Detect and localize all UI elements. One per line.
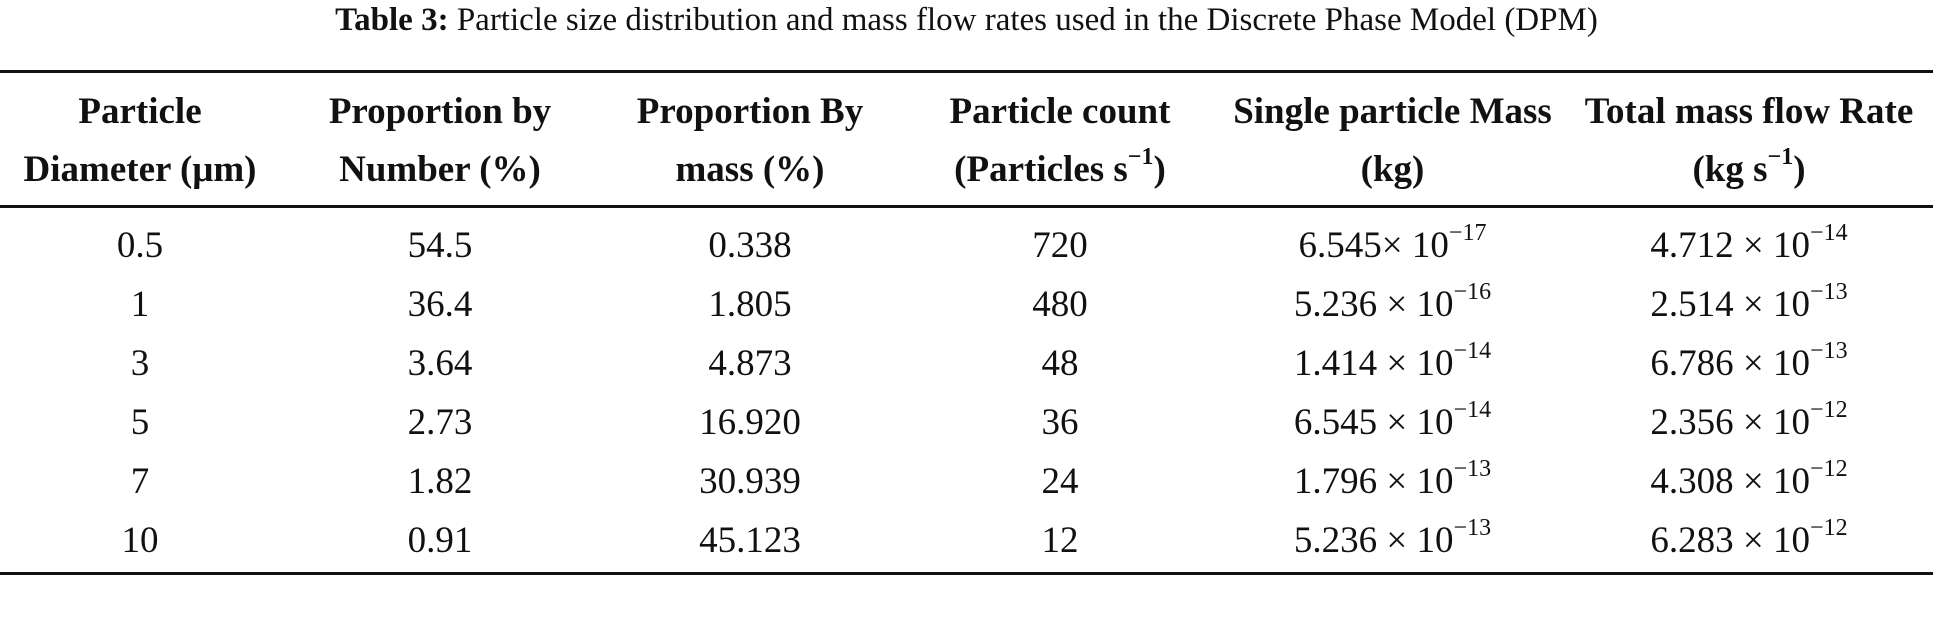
table-row: 7 1.82 30.939 24 1.796 × 10−13 4.308 × 10−12	[0, 452, 1933, 511]
diameter-cell: 5	[130, 402, 150, 443]
exponent: −13	[1810, 278, 1848, 305]
exponent: −16	[1453, 278, 1492, 305]
particle-count-cell: 36	[1041, 402, 1079, 443]
mantissa: 5.236 × 10	[1293, 520, 1454, 561]
mantissa: 5.236 × 10	[1293, 284, 1454, 325]
proportion-number-cell: 1.82	[407, 461, 473, 502]
proportion-mass-cell: 4.873	[708, 343, 792, 384]
total-flow-cell: 2.356 × 10−12	[1565, 393, 1933, 452]
table-body: 0.5 54.5 0.338 720 6.545× 10−17 4.712 × 10−14…	[0, 207, 1933, 574]
single-mass-cell: 1.796 × 10−13	[1220, 452, 1565, 511]
diameter-cell: 3	[130, 343, 150, 384]
mantissa: 4.712 × 10	[1650, 225, 1811, 266]
diameter-cell: 10	[121, 520, 159, 561]
table-row: 3 3.64 4.873 48 1.414 × 10−14 6.786 × 10−13	[0, 334, 1933, 393]
particle-count-cell: 48	[1041, 343, 1079, 384]
particle-count-cell: 720	[1032, 225, 1088, 266]
caption-label: Table 3:	[335, 2, 449, 38]
table-row: 5 2.73 16.920 36 6.545 × 10−14 2.356 × 10−12	[0, 393, 1933, 452]
exponent: −14	[1453, 396, 1492, 423]
column-header: Particle count (Particles s−1)	[900, 72, 1220, 207]
header-text: Proportion by Number (%)	[328, 91, 552, 190]
table-caption: Table 3: Particle size distribution and …	[0, 0, 1933, 40]
mantissa: 2.356 × 10	[1650, 402, 1811, 443]
particle-count-cell: 480	[1032, 284, 1088, 325]
single-mass-cell: 1.414 × 10−14	[1220, 334, 1565, 393]
column-header: Particle Diameter (μm)	[0, 72, 280, 207]
exponent: −14	[1810, 219, 1848, 246]
single-mass-cell: 5.236 × 10−13	[1220, 511, 1565, 574]
proportion-mass-cell: 1.805	[708, 284, 792, 325]
header-text: Particle count (Particles s	[949, 91, 1171, 190]
proportion-number-cell: 0.91	[407, 520, 473, 561]
exponent: −14	[1453, 337, 1492, 364]
total-flow-cell: 6.786 × 10−13	[1565, 334, 1933, 393]
total-flow-cell: 4.308 × 10−12	[1565, 452, 1933, 511]
mantissa: 6.545× 10	[1298, 225, 1449, 266]
proportion-number-cell: 54.5	[407, 225, 473, 266]
particle-count-cell: 12	[1041, 520, 1079, 561]
column-header: Proportion by Number (%)	[280, 72, 600, 207]
diameter-cell: 7	[130, 461, 150, 502]
proportion-mass-cell: 45.123	[699, 520, 801, 561]
header-text: Particle Diameter (μm)	[23, 91, 257, 190]
exponent: −12	[1810, 514, 1848, 541]
table-row: 0.5 54.5 0.338 720 6.545× 10−17 4.712 × 10−14	[0, 207, 1933, 276]
exponent: −13	[1453, 514, 1492, 541]
header-text-end: )	[1153, 149, 1166, 190]
total-flow-cell: 4.712 × 10−14	[1565, 207, 1933, 276]
mantissa: 6.786 × 10	[1650, 343, 1811, 384]
total-flow-cell: 2.514 × 10−13	[1565, 275, 1933, 334]
column-header: Single particle Mass (kg)	[1220, 72, 1565, 207]
proportion-mass-cell: 30.939	[699, 461, 801, 502]
exponent: −13	[1453, 455, 1492, 482]
single-mass-cell: 5.236 × 10−16	[1220, 275, 1565, 334]
total-flow-cell: 6.283 × 10−12	[1565, 511, 1933, 574]
caption-text: Particle size distribution and mass flow…	[456, 2, 1598, 38]
mantissa: 2.514 × 10	[1650, 284, 1811, 325]
table-row: 10 0.91 45.123 12 5.236 × 10−13 6.283 × 10−12	[0, 511, 1933, 574]
header-superscript: −1	[1767, 143, 1794, 170]
header-text: Total mass flow Rate (kg s	[1584, 91, 1914, 190]
exponent: −12	[1810, 455, 1848, 482]
header-superscript: −1	[1127, 143, 1154, 170]
exponent: −13	[1810, 337, 1848, 364]
particle-distribution-table: Particle Diameter (μm) Proportion by Numb…	[0, 70, 1933, 575]
mantissa: 4.308 × 10	[1650, 461, 1811, 502]
mantissa: 1.414 × 10	[1293, 343, 1454, 384]
column-header: Total mass flow Rate (kg s−1)	[1565, 72, 1933, 207]
diameter-cell: 1	[130, 284, 150, 325]
mantissa: 6.283 × 10	[1650, 520, 1811, 561]
mantissa: 6.545 × 10	[1293, 402, 1454, 443]
header-text: Proportion By mass (%)	[636, 91, 864, 190]
single-mass-cell: 6.545 × 10−14	[1220, 393, 1565, 452]
header-text-end: )	[1793, 149, 1806, 190]
table-row: 1 36.4 1.805 480 5.236 × 10−16 2.514 × 10−13	[0, 275, 1933, 334]
proportion-number-cell: 2.73	[407, 402, 473, 443]
proportion-mass-cell: 0.338	[708, 225, 792, 266]
proportion-number-cell: 3.64	[407, 343, 473, 384]
diameter-cell: 0.5	[116, 225, 164, 266]
exponent: −12	[1810, 396, 1848, 423]
exponent: −17	[1448, 219, 1487, 246]
proportion-mass-cell: 16.920	[699, 402, 801, 443]
mantissa: 1.796 × 10	[1293, 461, 1454, 502]
header-row: Particle Diameter (μm) Proportion by Numb…	[0, 71, 1933, 207]
proportion-number-cell: 36.4	[407, 284, 473, 325]
column-header: Proportion By mass (%)	[600, 72, 900, 207]
particle-count-cell: 24	[1041, 461, 1079, 502]
header-text: Single particle Mass (kg)	[1233, 91, 1552, 190]
single-mass-cell: 6.545× 10−17	[1220, 207, 1565, 276]
